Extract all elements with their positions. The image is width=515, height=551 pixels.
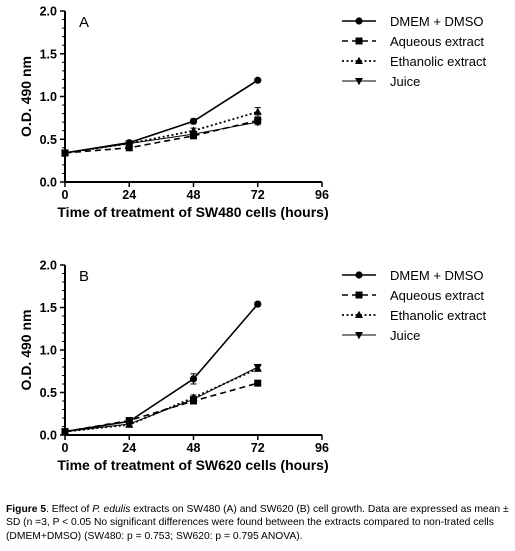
- chart-b-legend-entry: Aqueous extract: [390, 288, 484, 303]
- chart-a-x-tick-label: 96: [315, 188, 329, 202]
- caption-text-2: extracts on SW480 (A) and SW620 (B) cell…: [6, 504, 509, 542]
- chart-b-data-point: [125, 420, 134, 429]
- chart-a-series-4: [61, 119, 262, 158]
- chart-a-data-point: [61, 149, 69, 158]
- chart-b-series-line: [64, 366, 258, 433]
- chart-b-x-tick-label: 72: [251, 441, 265, 455]
- chart-b-legend: DMEM + DMSO Aqueous extract Ethanolic extr…: [342, 268, 486, 343]
- chart-b-data-point: [254, 379, 262, 387]
- chart-a-legend: DMEM + DMSO Aqueous extract Ethanolic extr…: [342, 14, 486, 89]
- caption-text-1: . Effect of: [46, 504, 93, 515]
- chart-a-y-tick-label: 0.5: [40, 133, 57, 147]
- chart-b-data-point: [189, 375, 198, 383]
- chart-panel-a: 0.0 0.5 1.0 1.5 2.0 0 24 48 72 96 Time of treatmen…: [18, 5, 486, 221]
- chart-a-series-line: [64, 121, 258, 154]
- chart-a-y-tick-label: 2.0: [40, 5, 57, 19]
- chart-a-legend-entry: Aqueous extract: [390, 34, 484, 49]
- chart-b-panel-label: B: [79, 268, 89, 285]
- chart-a-series-2: [61, 116, 262, 157]
- chart-b-legend-marker: [355, 310, 363, 318]
- chart-b-series-line: [64, 382, 258, 433]
- chart-b-data-point: [61, 428, 69, 436]
- chart-a-data-point: [125, 140, 134, 148]
- chart-b-y-tick-label: 0.0: [40, 429, 57, 443]
- chart-a-x-axis-label: Time of treatment of SW480 cells (hours): [57, 204, 328, 220]
- chart-b-legend-entry: Ethanolic extract: [390, 308, 486, 323]
- chart-a-legend-entry: Ethanolic extract: [390, 54, 486, 69]
- chart-b-legend-marker: [355, 291, 363, 299]
- figure-caption: Figure 5. Effect of P. edulis extracts o…: [6, 503, 512, 543]
- chart-b-series-1: [61, 300, 262, 436]
- chart-a-series-line: [64, 79, 259, 154]
- chart-a-legend-entry: DMEM + DMSO: [390, 14, 484, 29]
- chart-b-y-axis-label: O.D. 490 nm: [18, 310, 34, 391]
- chart-a-x-tick-label: 0: [62, 188, 69, 202]
- chart-a-legend-marker: [355, 17, 363, 25]
- chart-a-x-tick-label: 48: [187, 188, 201, 202]
- chart-a-data-point: [253, 107, 262, 115]
- caption-label: Figure 5: [6, 504, 47, 515]
- chart-a-legend-marker: [355, 37, 363, 45]
- chart-a-data-point: [253, 119, 262, 127]
- chart-b-legend-entry: Juice: [390, 328, 420, 343]
- chart-b-x-tick-label: 24: [122, 441, 136, 455]
- chart-a-data-point: [189, 117, 198, 125]
- chart-a-legend-entry: Juice: [390, 74, 420, 89]
- chart-b-y-tick-label: 0.5: [40, 386, 57, 400]
- chart-b-data-point: [254, 300, 262, 308]
- chart-a-panel-label: A: [79, 14, 89, 31]
- chart-b-legend-entry: DMEM + DMSO: [390, 268, 484, 283]
- chart-b-series-line: [64, 303, 259, 433]
- chart-a-x-tick-label: 24: [122, 188, 136, 202]
- chart-b-y-tick-label: 1.5: [40, 301, 57, 315]
- chart-a-y-axis-label: O.D. 490 nm: [18, 56, 34, 137]
- chart-b-x-tick-label: 48: [187, 441, 201, 455]
- chart-b-series-4: [61, 363, 262, 436]
- chart-a-legend-marker: [355, 78, 363, 86]
- chart-a-data-point: [189, 131, 198, 139]
- chart-panel-b: 0.0 0.5 1.0 1.5 2.0 0 24 48 72 96 Time of treatmen…: [18, 259, 486, 474]
- chart-a-legend-marker: [355, 56, 363, 64]
- chart-b-legend-marker: [355, 271, 363, 279]
- chart-b-x-axis-label: Time of treatment of SW620 cells (hours): [57, 457, 328, 473]
- chart-b-y-tick-label: 1.0: [40, 344, 57, 358]
- chart-b-y-tick-label: 2.0: [40, 259, 57, 273]
- chart-b-data-point: [189, 396, 198, 404]
- chart-a-x-tick-label: 72: [251, 188, 265, 202]
- chart-b-data-point: [253, 364, 262, 372]
- chart-b-legend-marker: [355, 332, 363, 340]
- chart-a-y-tick-label: 0.0: [40, 176, 57, 190]
- caption-species: P. edulis: [92, 504, 131, 515]
- figure: 0.0 0.5 1.0 1.5 2.0 0 24 48 72 96 Time of treatmen…: [18, 5, 486, 474]
- chart-a-y-tick-label: 1.0: [40, 90, 57, 104]
- chart-a-y-tick-label: 1.5: [40, 47, 57, 61]
- chart-a-data-point: [254, 76, 262, 84]
- chart-a-series-1: [61, 76, 262, 157]
- chart-b-x-tick-label: 0: [62, 441, 69, 455]
- chart-b-x-tick-label: 96: [315, 441, 329, 455]
